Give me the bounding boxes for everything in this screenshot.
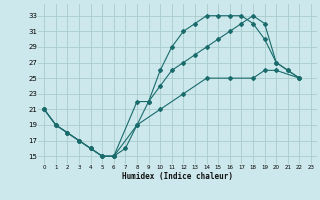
X-axis label: Humidex (Indice chaleur): Humidex (Indice chaleur) [122,172,233,181]
